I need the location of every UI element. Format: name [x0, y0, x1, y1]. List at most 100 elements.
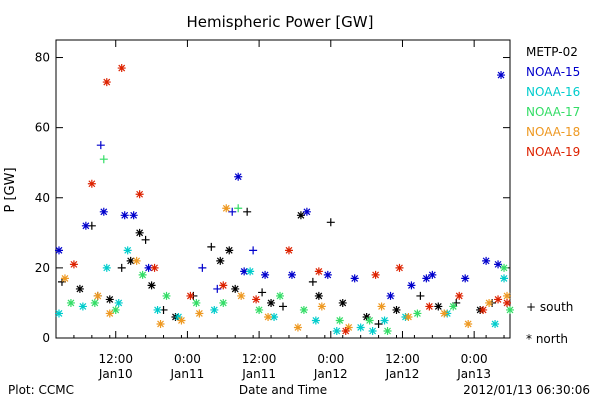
data-point-north [126, 256, 135, 265]
data-point-south [326, 218, 335, 227]
legend-marker-north: * north [526, 332, 568, 346]
data-point-north [264, 312, 273, 321]
data-point-south [117, 263, 126, 272]
data-point-north [195, 309, 204, 318]
data-point-south [96, 141, 105, 150]
data-point-north [482, 256, 491, 265]
data-point-south [258, 288, 267, 297]
data-point-north [267, 298, 276, 307]
data-point-north [311, 316, 320, 325]
data-point-north [506, 305, 514, 314]
data-point-north [356, 323, 365, 332]
legend-series-label: NOAA-17 [526, 105, 580, 119]
data-point-north [261, 270, 270, 279]
data-point-south [198, 263, 207, 272]
legend-series-label: NOAA-15 [526, 65, 580, 79]
data-point-south [207, 242, 216, 251]
data-point-north [494, 260, 503, 269]
data-point-north [111, 305, 120, 314]
data-point-north [368, 326, 377, 335]
y-tick-label: 40 [35, 191, 50, 205]
data-point-north [317, 302, 326, 311]
data-point-south [279, 302, 287, 311]
data-point-north [404, 312, 413, 321]
data-point-north [494, 295, 503, 304]
data-point-north [365, 316, 374, 325]
data-point-north [479, 305, 488, 314]
data-point-south [249, 246, 258, 255]
data-point-north [225, 246, 234, 255]
x-tick-date: Jan12 [385, 367, 420, 381]
data-point-north [422, 274, 431, 283]
data-point-north [66, 298, 75, 307]
data-point-north [413, 309, 422, 318]
data-point-north [464, 319, 473, 328]
x-tick-time: 0:00 [461, 352, 488, 366]
legend-marker-south: + south [526, 300, 573, 314]
x-tick-time: 0:00 [317, 352, 344, 366]
data-point-north [284, 246, 293, 255]
data-point-north [362, 312, 371, 321]
data-point-north [90, 298, 99, 307]
data-point-north [186, 291, 195, 300]
data-point-north [132, 256, 141, 265]
data-point-north [174, 312, 183, 321]
data-point-north [425, 302, 434, 311]
data-point-north [252, 295, 261, 304]
data-point-north [231, 284, 240, 293]
data-point-north [434, 302, 443, 311]
data-point-north [54, 309, 63, 318]
x-tick-time: 12:00 [385, 352, 420, 366]
data-point-north [449, 302, 458, 311]
data-point-north [192, 298, 201, 307]
data-point-south [213, 284, 222, 293]
legend: METP-02 NOAA-15 NOAA-16 NOAA-17 NOAA-18 NOAA-… [526, 45, 580, 346]
data-point-north [54, 246, 63, 255]
data-point-north [255, 305, 264, 314]
data-point-north [341, 326, 350, 335]
data-point-north [371, 270, 380, 279]
data-point-north [338, 298, 347, 307]
legend-series-label: NOAA-18 [526, 125, 580, 139]
data-point-north [332, 326, 341, 335]
data-point-north [210, 305, 219, 314]
data-point-north [302, 207, 311, 216]
data-point-north [350, 274, 359, 283]
data-point-north [93, 291, 102, 300]
data-point-north [150, 263, 159, 272]
data-point-south [234, 204, 243, 213]
data-point-north [147, 281, 156, 290]
data-point-north [129, 211, 138, 220]
data-point-south [99, 155, 108, 164]
x-tick-date: Jan11 [241, 367, 276, 381]
x-tick-date: Jan11 [170, 367, 205, 381]
data-point-north [219, 281, 228, 290]
data-point-north [237, 291, 246, 300]
x-axis: 12:00Jan100:00Jan1112:00Jan110:00Jan1212… [55, 40, 505, 381]
data-point-south [243, 207, 252, 216]
data-point-north [440, 309, 449, 318]
x-tick-date: Jan13 [456, 367, 491, 381]
data-point-north [428, 270, 437, 279]
data-point-north [60, 274, 69, 283]
data-point-south [141, 235, 150, 244]
data-point-north [153, 305, 162, 314]
data-point-north [491, 319, 500, 328]
data-point-north [380, 316, 389, 325]
data-point-north [87, 179, 96, 188]
data-point-north [162, 291, 171, 300]
x-tick-time: 12:00 [98, 352, 133, 366]
data-point-north [503, 298, 512, 307]
data-point-south [308, 277, 317, 286]
chart-title: Hemispheric Power [GW] [187, 13, 374, 31]
data-point-north [219, 298, 228, 307]
data-point-north [377, 302, 386, 311]
data-point-north [99, 207, 108, 216]
data-point-north [287, 270, 296, 279]
data-point-north [299, 305, 308, 314]
data-point-north [216, 256, 225, 265]
data-point-north [455, 291, 464, 300]
data-point-south [416, 291, 425, 300]
data-point-north [461, 274, 470, 283]
